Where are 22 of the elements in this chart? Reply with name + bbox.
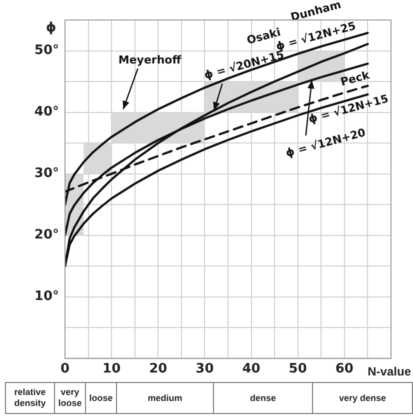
x-tick-label: 20: [149, 362, 168, 377]
x-tick-label: 40: [242, 362, 260, 377]
x-tick-label: 0: [60, 362, 70, 377]
y-axis-title: ϕ: [46, 20, 56, 36]
x-tick-label: 10: [102, 362, 121, 377]
x-tick-label: 30: [196, 362, 214, 377]
y-tick-label: 50°: [34, 43, 59, 58]
text: very dense: [312, 382, 412, 414]
x-axis-title: N-value: [368, 364, 412, 379]
text: relative density: [6, 382, 54, 414]
annotation: Peck: [339, 68, 372, 89]
x-tick-label: 60: [335, 362, 354, 377]
y-tick-label: 20°: [34, 228, 59, 243]
text: dense: [214, 382, 312, 414]
annotation: Meyerhoff: [118, 53, 182, 66]
y-tick-label: 30°: [34, 166, 59, 182]
text: very loose: [54, 382, 86, 414]
text: loose: [86, 382, 116, 414]
text: medium: [116, 382, 214, 414]
x-tick-label: 50: [288, 362, 307, 377]
y-tick-label: 40°: [34, 104, 59, 120]
y-tick-label: 10°: [34, 289, 59, 304]
